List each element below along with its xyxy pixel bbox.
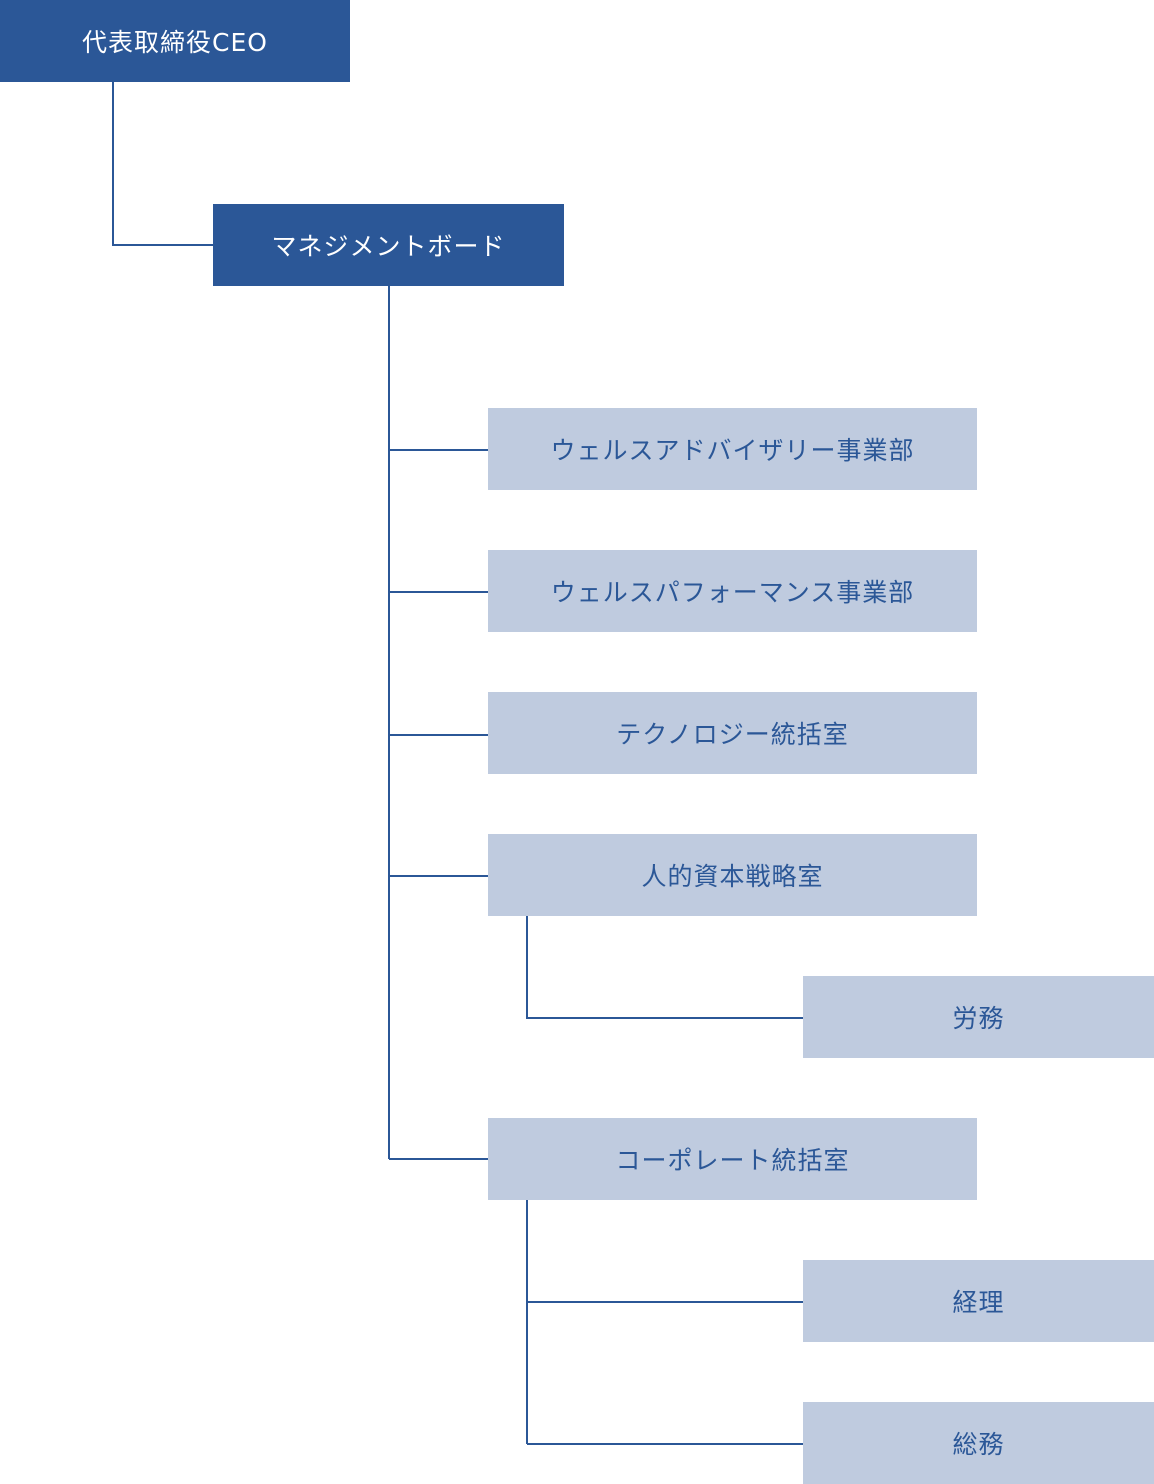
node-corporate: コーポレート統括室	[488, 1118, 977, 1200]
node-wealth-advisory: ウェルスアドバイザリー事業部	[488, 408, 977, 490]
node-management-board: マネジメントボード	[213, 204, 564, 286]
node-technology: テクノロジー統括室	[488, 692, 977, 774]
connector-labor	[526, 916, 803, 1019]
node-labor: 労務	[803, 976, 1154, 1058]
node-ceo: 代表取締役CEO	[0, 0, 350, 82]
connector-ceo-board	[112, 82, 213, 246]
node-wealth-performance: ウェルスパフォーマンス事業部	[488, 550, 977, 632]
node-general-affairs: 総務	[803, 1402, 1154, 1484]
node-accounting: 経理	[803, 1260, 1154, 1342]
node-human-capital: 人的資本戦略室	[488, 834, 977, 916]
